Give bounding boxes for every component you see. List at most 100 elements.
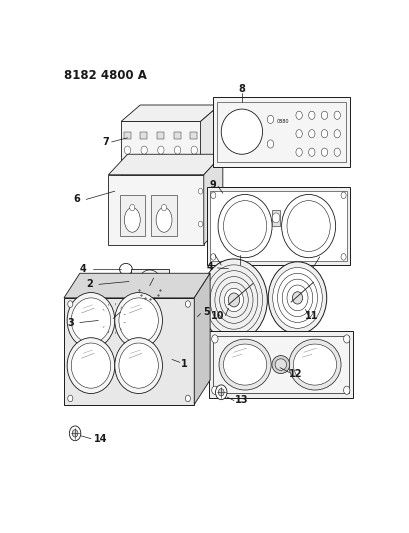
Ellipse shape <box>224 288 243 312</box>
Circle shape <box>333 148 339 156</box>
Ellipse shape <box>119 343 158 388</box>
Ellipse shape <box>119 298 158 343</box>
Ellipse shape <box>292 292 302 304</box>
Circle shape <box>343 386 349 394</box>
Ellipse shape <box>267 262 326 334</box>
Text: 4: 4 <box>79 264 86 274</box>
Circle shape <box>72 430 78 437</box>
Ellipse shape <box>277 273 317 322</box>
Text: 11: 11 <box>304 311 318 321</box>
Ellipse shape <box>126 314 134 322</box>
Circle shape <box>124 146 130 154</box>
Ellipse shape <box>100 303 126 334</box>
Circle shape <box>124 160 130 168</box>
Bar <box>176 314 197 327</box>
Ellipse shape <box>124 207 140 232</box>
Bar <box>213 97 349 166</box>
Circle shape <box>267 140 273 148</box>
Text: 2: 2 <box>86 279 92 288</box>
Circle shape <box>333 111 339 119</box>
Circle shape <box>67 395 73 402</box>
Text: 9: 9 <box>209 180 216 190</box>
Text: 7: 7 <box>102 137 108 147</box>
Polygon shape <box>121 105 219 122</box>
Circle shape <box>295 111 301 119</box>
Circle shape <box>157 146 164 154</box>
Polygon shape <box>194 273 209 405</box>
Ellipse shape <box>200 259 267 341</box>
Text: 8: 8 <box>238 84 245 94</box>
Text: 8182 4800 A: 8182 4800 A <box>64 69 146 82</box>
Ellipse shape <box>218 339 270 390</box>
Bar <box>151 195 176 236</box>
Circle shape <box>185 301 190 308</box>
Circle shape <box>191 146 197 154</box>
Polygon shape <box>200 105 219 175</box>
Circle shape <box>69 426 81 441</box>
Text: 1: 1 <box>181 359 188 368</box>
Ellipse shape <box>274 359 286 370</box>
Bar <box>121 122 200 175</box>
Bar <box>190 133 197 139</box>
Circle shape <box>67 301 73 308</box>
Bar <box>130 269 169 306</box>
Circle shape <box>174 146 180 154</box>
Circle shape <box>340 192 345 199</box>
Circle shape <box>267 115 273 124</box>
Ellipse shape <box>288 339 340 390</box>
Circle shape <box>141 146 147 154</box>
Ellipse shape <box>156 207 171 232</box>
Circle shape <box>333 130 339 138</box>
Text: 6: 6 <box>73 195 80 204</box>
Circle shape <box>215 385 227 400</box>
Text: 0880: 0880 <box>276 119 289 125</box>
Ellipse shape <box>137 270 162 301</box>
Bar <box>173 133 180 139</box>
Circle shape <box>321 111 327 119</box>
Circle shape <box>321 130 327 138</box>
Bar <box>272 209 279 226</box>
Text: 13: 13 <box>235 395 248 406</box>
Circle shape <box>161 204 166 211</box>
Text: 3: 3 <box>67 318 74 327</box>
Ellipse shape <box>94 295 132 342</box>
Bar <box>140 133 147 139</box>
Ellipse shape <box>71 298 110 343</box>
Circle shape <box>295 130 301 138</box>
Circle shape <box>308 148 314 156</box>
Text: 14: 14 <box>94 434 107 445</box>
Ellipse shape <box>271 356 289 374</box>
Circle shape <box>157 160 164 168</box>
Ellipse shape <box>67 338 115 393</box>
Ellipse shape <box>115 338 162 393</box>
Text: 5: 5 <box>203 307 210 317</box>
Circle shape <box>218 389 224 396</box>
Bar <box>119 195 145 236</box>
Circle shape <box>340 254 345 260</box>
Bar <box>210 191 346 261</box>
Ellipse shape <box>286 285 307 311</box>
Bar <box>207 187 349 265</box>
Polygon shape <box>203 154 222 245</box>
Circle shape <box>198 188 202 194</box>
Circle shape <box>308 130 314 138</box>
Text: 4: 4 <box>206 262 213 272</box>
Ellipse shape <box>228 293 239 307</box>
Bar <box>124 133 130 139</box>
Ellipse shape <box>71 343 110 388</box>
Ellipse shape <box>281 279 312 317</box>
Circle shape <box>343 335 349 343</box>
Bar <box>217 102 345 161</box>
Circle shape <box>295 148 301 156</box>
Bar <box>208 330 352 399</box>
Ellipse shape <box>218 195 272 257</box>
Polygon shape <box>108 154 222 175</box>
Bar <box>212 336 348 393</box>
Ellipse shape <box>223 344 266 385</box>
Circle shape <box>211 386 218 394</box>
Ellipse shape <box>176 314 197 327</box>
Ellipse shape <box>92 314 99 322</box>
Ellipse shape <box>67 293 115 349</box>
Circle shape <box>210 192 215 199</box>
Circle shape <box>321 148 327 156</box>
